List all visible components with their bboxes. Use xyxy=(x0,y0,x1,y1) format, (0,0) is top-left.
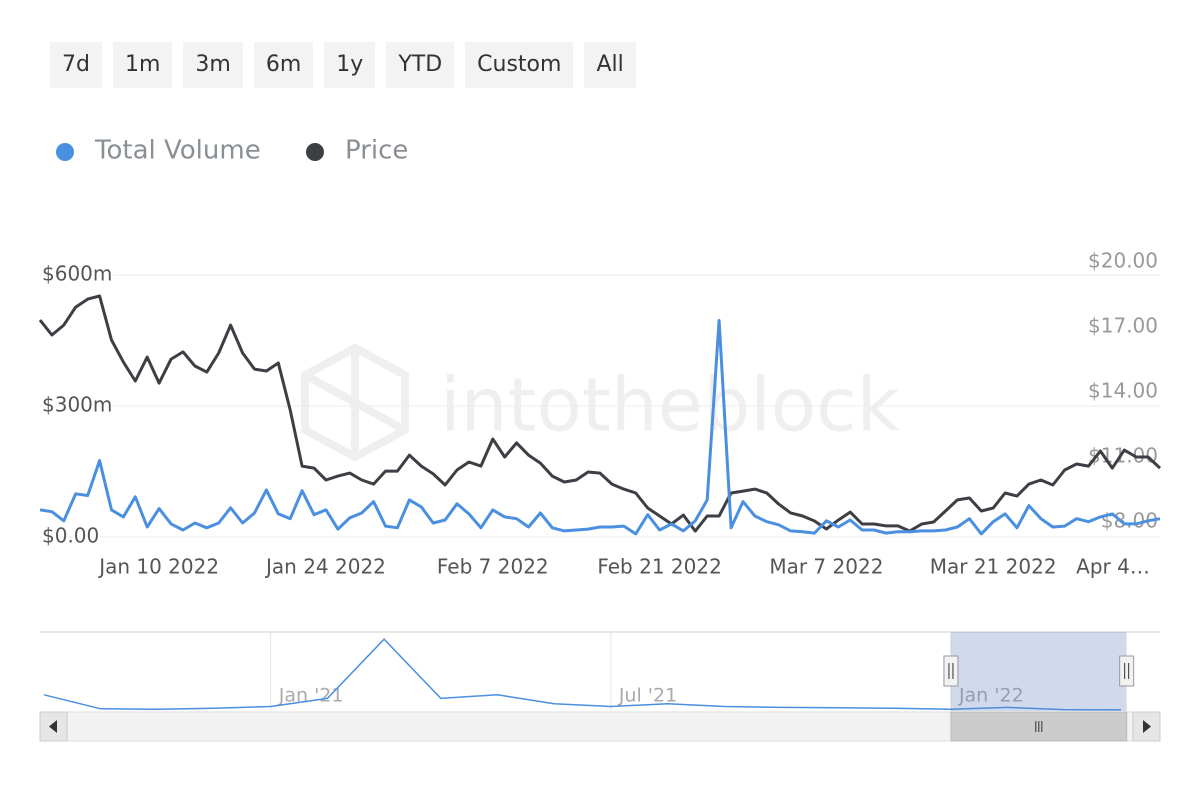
range-button[interactable]: All xyxy=(584,42,636,88)
range-selector: 7d 1m 3m 6m 1y YTD Custom All xyxy=(50,42,636,88)
range-button[interactable]: Custom xyxy=(465,42,574,88)
scroll-right-button[interactable] xyxy=(1132,711,1161,742)
y2-tick-label: $17.00 xyxy=(1088,314,1158,338)
y-tick-label: $0.00 xyxy=(42,524,99,548)
x-tick-label: Jan 24 2022 xyxy=(264,555,386,579)
range-button[interactable]: YTD xyxy=(386,42,455,88)
navigator-tick-label: Jan '21 xyxy=(278,685,344,707)
x-tick-label: Mar 7 2022 xyxy=(769,555,883,579)
navigator-handle[interactable] xyxy=(1119,655,1135,687)
arrow-right xyxy=(1143,720,1151,733)
y2-tick-label: $14.00 xyxy=(1088,379,1158,403)
x-tick-label: Feb 21 2022 xyxy=(597,555,721,579)
legend-item[interactable]: Total Volume xyxy=(56,136,261,166)
x-tick-label: Apr 4… xyxy=(1076,555,1150,579)
navigator-selection xyxy=(950,632,1127,711)
navigator-tick-label: Jul '21 xyxy=(618,685,677,707)
navigator-tick-label: Jan '22 xyxy=(958,685,1024,707)
range-button[interactable]: 3m xyxy=(183,42,243,88)
series-line xyxy=(39,319,1161,536)
y-tick-label: $600m xyxy=(42,262,112,286)
legend-marker xyxy=(56,143,74,161)
series-line xyxy=(38,294,1162,533)
legend-item[interactable]: Price xyxy=(306,136,408,166)
range-button[interactable]: 1y xyxy=(324,42,376,88)
x-tick-label: Mar 21 2022 xyxy=(930,555,1057,579)
x-tick-label: Feb 7 2022 xyxy=(437,555,549,579)
range-button[interactable]: 6m xyxy=(253,42,314,88)
range-button[interactable]: 7d xyxy=(50,42,102,88)
legend-marker xyxy=(306,143,324,161)
navigator-line xyxy=(43,638,1122,711)
y2-tick-label: $20.00 xyxy=(1088,249,1158,273)
arrow-left xyxy=(49,720,57,733)
navigator-handle[interactable] xyxy=(943,655,959,687)
watermark: intotheblock xyxy=(440,363,900,449)
range-button[interactable]: 1m xyxy=(112,42,173,88)
x-tick-label: Jan 10 2022 xyxy=(97,555,219,579)
legend-label: Total Volume xyxy=(94,136,261,166)
legend-label: Price xyxy=(345,136,408,166)
watermark-logo xyxy=(301,343,409,462)
y-tick-label: $300m xyxy=(42,393,112,417)
